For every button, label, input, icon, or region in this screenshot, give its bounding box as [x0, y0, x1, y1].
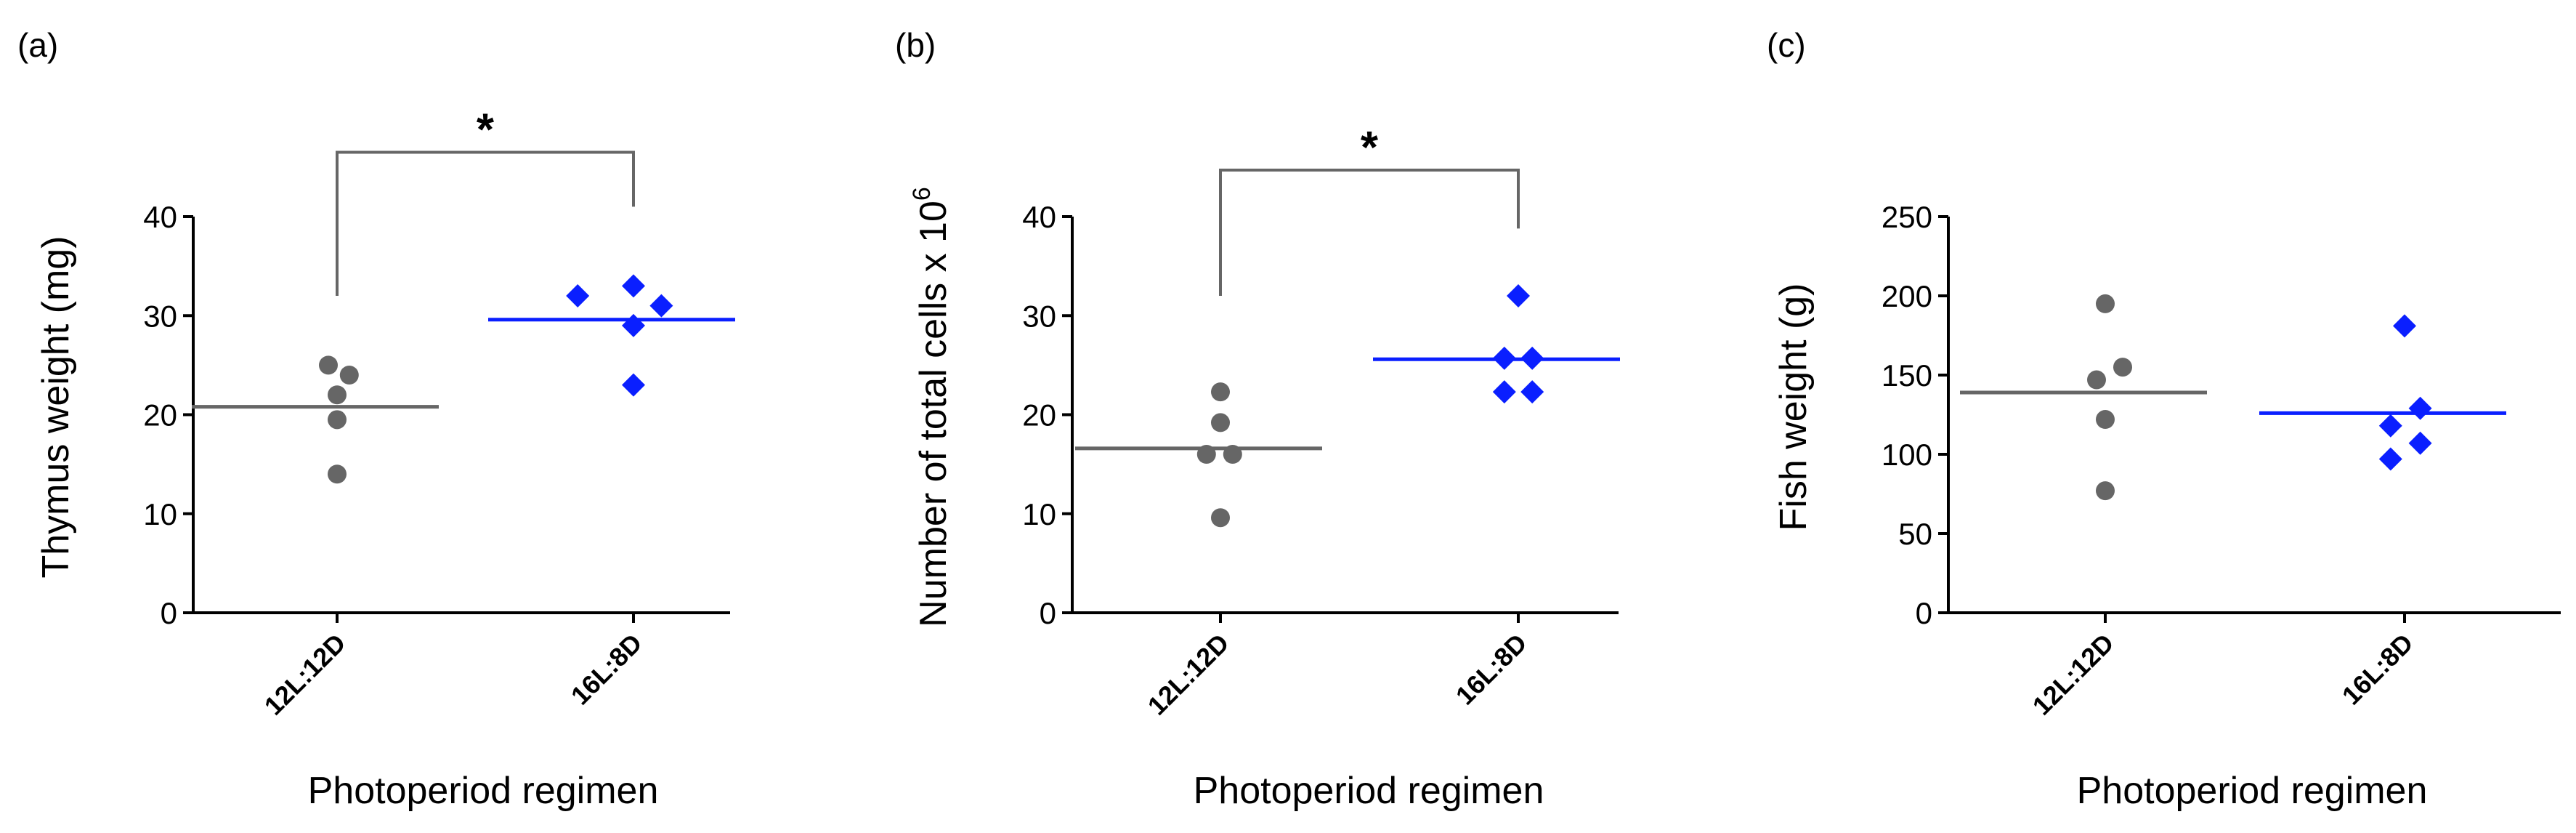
panel-a: (a) Thymus weight (mg) Photoperiod regim… — [17, 26, 735, 812]
y-tick-label-c: 200 — [1882, 279, 1932, 313]
data-point-b — [1492, 346, 1516, 370]
y-tick-label-b: 10 — [1022, 497, 1056, 531]
panel-label-b: (b) — [895, 26, 936, 64]
data-point-a — [622, 373, 645, 397]
significance-bracket-a — [336, 150, 635, 296]
x-tick-label-b: 16L:8D — [1450, 628, 1533, 711]
y-tick-label-b: 20 — [1022, 398, 1056, 432]
data-point-c — [2113, 358, 2132, 377]
data-point-b — [1211, 413, 1230, 432]
x-axis-title-c: Photoperiod regimen — [2077, 770, 2428, 812]
data-point-a — [328, 410, 347, 430]
y-axis-title-b-text: Number of total cells x 10 — [912, 201, 955, 627]
y-tick-label-a: 20 — [143, 398, 177, 432]
data-point-c — [2408, 396, 2432, 420]
data-point-a — [339, 366, 359, 385]
x-tick-label-a: 12L:12D — [259, 628, 352, 721]
data-point-a — [566, 284, 590, 307]
significance-bracket-b — [1219, 168, 1520, 296]
data-point-c — [2393, 314, 2416, 338]
x-tick-label-b: 12L:12D — [1142, 628, 1235, 721]
data-point-c — [2087, 370, 2106, 390]
y-tick-label-a: 30 — [143, 299, 177, 333]
y-tick-label-c: 250 — [1882, 200, 1932, 234]
data-point-b — [1520, 380, 1544, 404]
panel-b: (b) Number of total cells x 106 Photoper… — [895, 26, 1620, 812]
x-tick-label-a: 16L:8D — [565, 628, 648, 711]
y-axis-title-b: Number of total cells x 106 — [908, 187, 955, 627]
y-tick-label-a: 10 — [143, 497, 177, 531]
significance-marker-a: * — [477, 105, 495, 155]
data-point-b — [1520, 346, 1544, 370]
panel-label-c: (c) — [1767, 26, 1806, 64]
x-axis-title-b: Photoperiod regimen — [1194, 770, 1544, 812]
y-axis-title-c: Fish weight (g) — [1773, 283, 1815, 531]
data-point-b — [1492, 380, 1516, 404]
data-point-c — [2096, 481, 2115, 501]
data-point-a — [319, 355, 338, 375]
data-point-a — [622, 313, 645, 337]
x-tick-label-c: 12L:12D — [2027, 628, 2120, 721]
y-tick-label-c: 50 — [1898, 517, 1932, 551]
data-point-a — [328, 464, 347, 484]
y-tick-label-c: 150 — [1882, 358, 1932, 393]
y-tick-label-c: 100 — [1882, 438, 1932, 472]
y-tick-label-b: 40 — [1022, 200, 1056, 234]
y-tick-label-b: 0 — [1040, 596, 1056, 630]
significance-marker-b: * — [1361, 123, 1379, 173]
panel-label-a: (a) — [17, 26, 58, 64]
data-point-a — [649, 294, 673, 318]
y-tick-label-a: 0 — [161, 596, 177, 630]
data-point-b — [1507, 284, 1530, 307]
data-point-a — [328, 385, 347, 405]
data-point-b — [1223, 445, 1242, 464]
data-point-b — [1211, 382, 1230, 402]
data-point-c — [2378, 414, 2402, 438]
data-point-c — [2408, 431, 2432, 455]
y-axis-title-a: Thymus weight (mg) — [35, 236, 77, 579]
y-axis-title-b-superscript: 6 — [908, 187, 936, 201]
x-tick-label-c: 16L:8D — [2336, 628, 2419, 711]
y-tick-label-a: 40 — [143, 200, 177, 234]
data-point-b — [1211, 508, 1230, 528]
y-tick-label-b: 30 — [1022, 299, 1056, 333]
data-point-a — [622, 274, 645, 298]
data-point-c — [2378, 447, 2402, 471]
data-point-c — [2096, 410, 2115, 430]
y-tick-label-c: 0 — [1916, 596, 1932, 630]
data-point-b — [1196, 445, 1216, 464]
x-axis-title-a: Photoperiod regimen — [308, 770, 659, 812]
data-point-c — [2096, 294, 2115, 313]
panel-c: (c) Fish weight (g) Photoperiod regimen … — [1767, 26, 2561, 812]
